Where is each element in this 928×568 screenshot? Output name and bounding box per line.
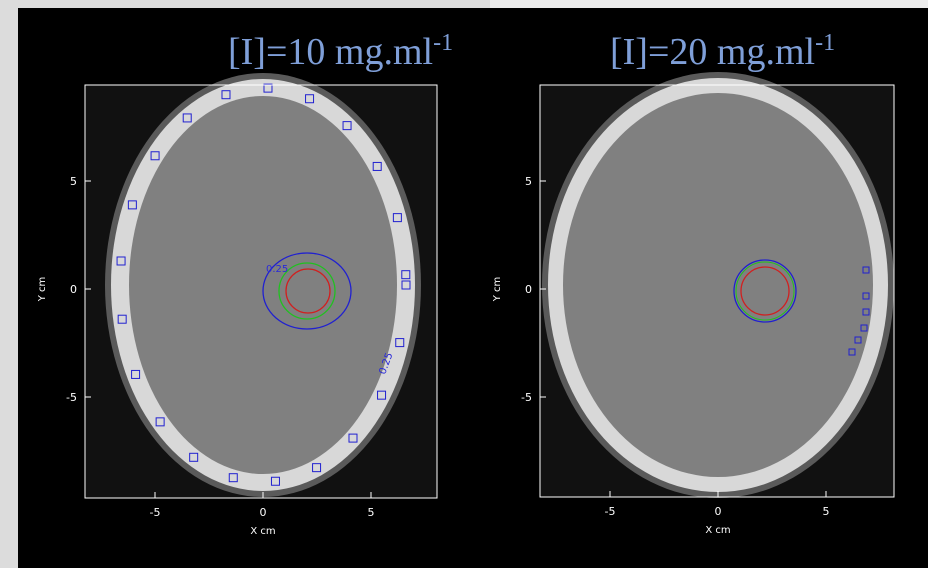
title-text: [I]=20 mg.ml: [610, 31, 815, 73]
x-axis-label: X cm: [250, 526, 275, 537]
x-tick-label: -5: [150, 506, 161, 519]
title-superscript: -1: [433, 30, 453, 56]
x-tick-label: 0: [260, 506, 267, 519]
y-tick-label: -5: [66, 391, 77, 404]
x-tick-label: 5: [823, 505, 830, 518]
panel-title: [I]=10 mg.ml-1: [228, 30, 453, 73]
y-tick-label: 0: [525, 283, 532, 296]
y-tick-label: -5: [521, 391, 532, 404]
y-tick-label: 5: [525, 175, 532, 188]
y-tick-label: 0: [70, 283, 77, 296]
x-axis-label: X cm: [705, 525, 730, 536]
page: {"panels": [ {"title": "[I]=10 mg.ml", "…: [0, 0, 928, 568]
brain: [563, 93, 873, 477]
y-tick-label: 5: [70, 175, 77, 188]
panel-title: [I]=20 mg.ml-1: [610, 30, 835, 73]
y-axis-label: Y cm: [492, 277, 503, 303]
title-text: [I]=10 mg.ml: [228, 31, 433, 73]
contour-label: 0.25: [266, 264, 288, 275]
title-superscript: -1: [815, 30, 835, 56]
x-tick-label: -5: [605, 505, 616, 518]
x-tick-label: 5: [368, 506, 375, 519]
y-axis-label: Y cm: [37, 277, 48, 303]
x-tick-label: 0: [715, 505, 722, 518]
top-strip: [490, 0, 928, 8]
figure: 0.250.25-50550-5X cmY cm[I]=10 mg.ml-1-5…: [0, 0, 928, 568]
panel: -5 0 5 5 0 -5 X cm Y cm [I]=20 mg.ml-1: [492, 30, 894, 536]
